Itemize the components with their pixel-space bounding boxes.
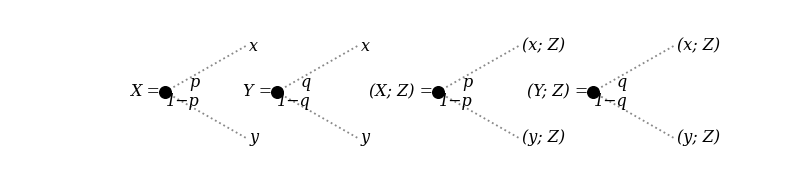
Point — [431, 90, 444, 93]
Text: (X; Z) =: (X; Z) = — [369, 83, 433, 100]
Text: (y; Z): (y; Z) — [678, 129, 720, 146]
Text: (y; Z): (y; Z) — [522, 129, 566, 146]
Text: x: x — [361, 37, 370, 55]
Point — [158, 90, 171, 93]
Text: (Y; Z) =: (Y; Z) = — [526, 83, 588, 100]
Text: q: q — [301, 74, 311, 91]
Text: Y =: Y = — [242, 83, 272, 100]
Text: y: y — [361, 129, 370, 146]
Text: x: x — [250, 37, 258, 55]
Text: p: p — [462, 74, 472, 91]
Point — [270, 90, 283, 93]
Text: (x; Z): (x; Z) — [522, 37, 566, 55]
Point — [586, 90, 599, 93]
Text: q: q — [617, 74, 627, 91]
Text: 1−q: 1−q — [278, 93, 311, 110]
Text: 1−q: 1−q — [594, 93, 627, 110]
Text: X =: X = — [130, 83, 160, 100]
Text: 1−p: 1−p — [166, 93, 199, 110]
Text: y: y — [250, 129, 258, 146]
Text: 1−p: 1−p — [438, 93, 472, 110]
Text: p: p — [190, 74, 199, 91]
Text: (x; Z): (x; Z) — [678, 37, 720, 55]
